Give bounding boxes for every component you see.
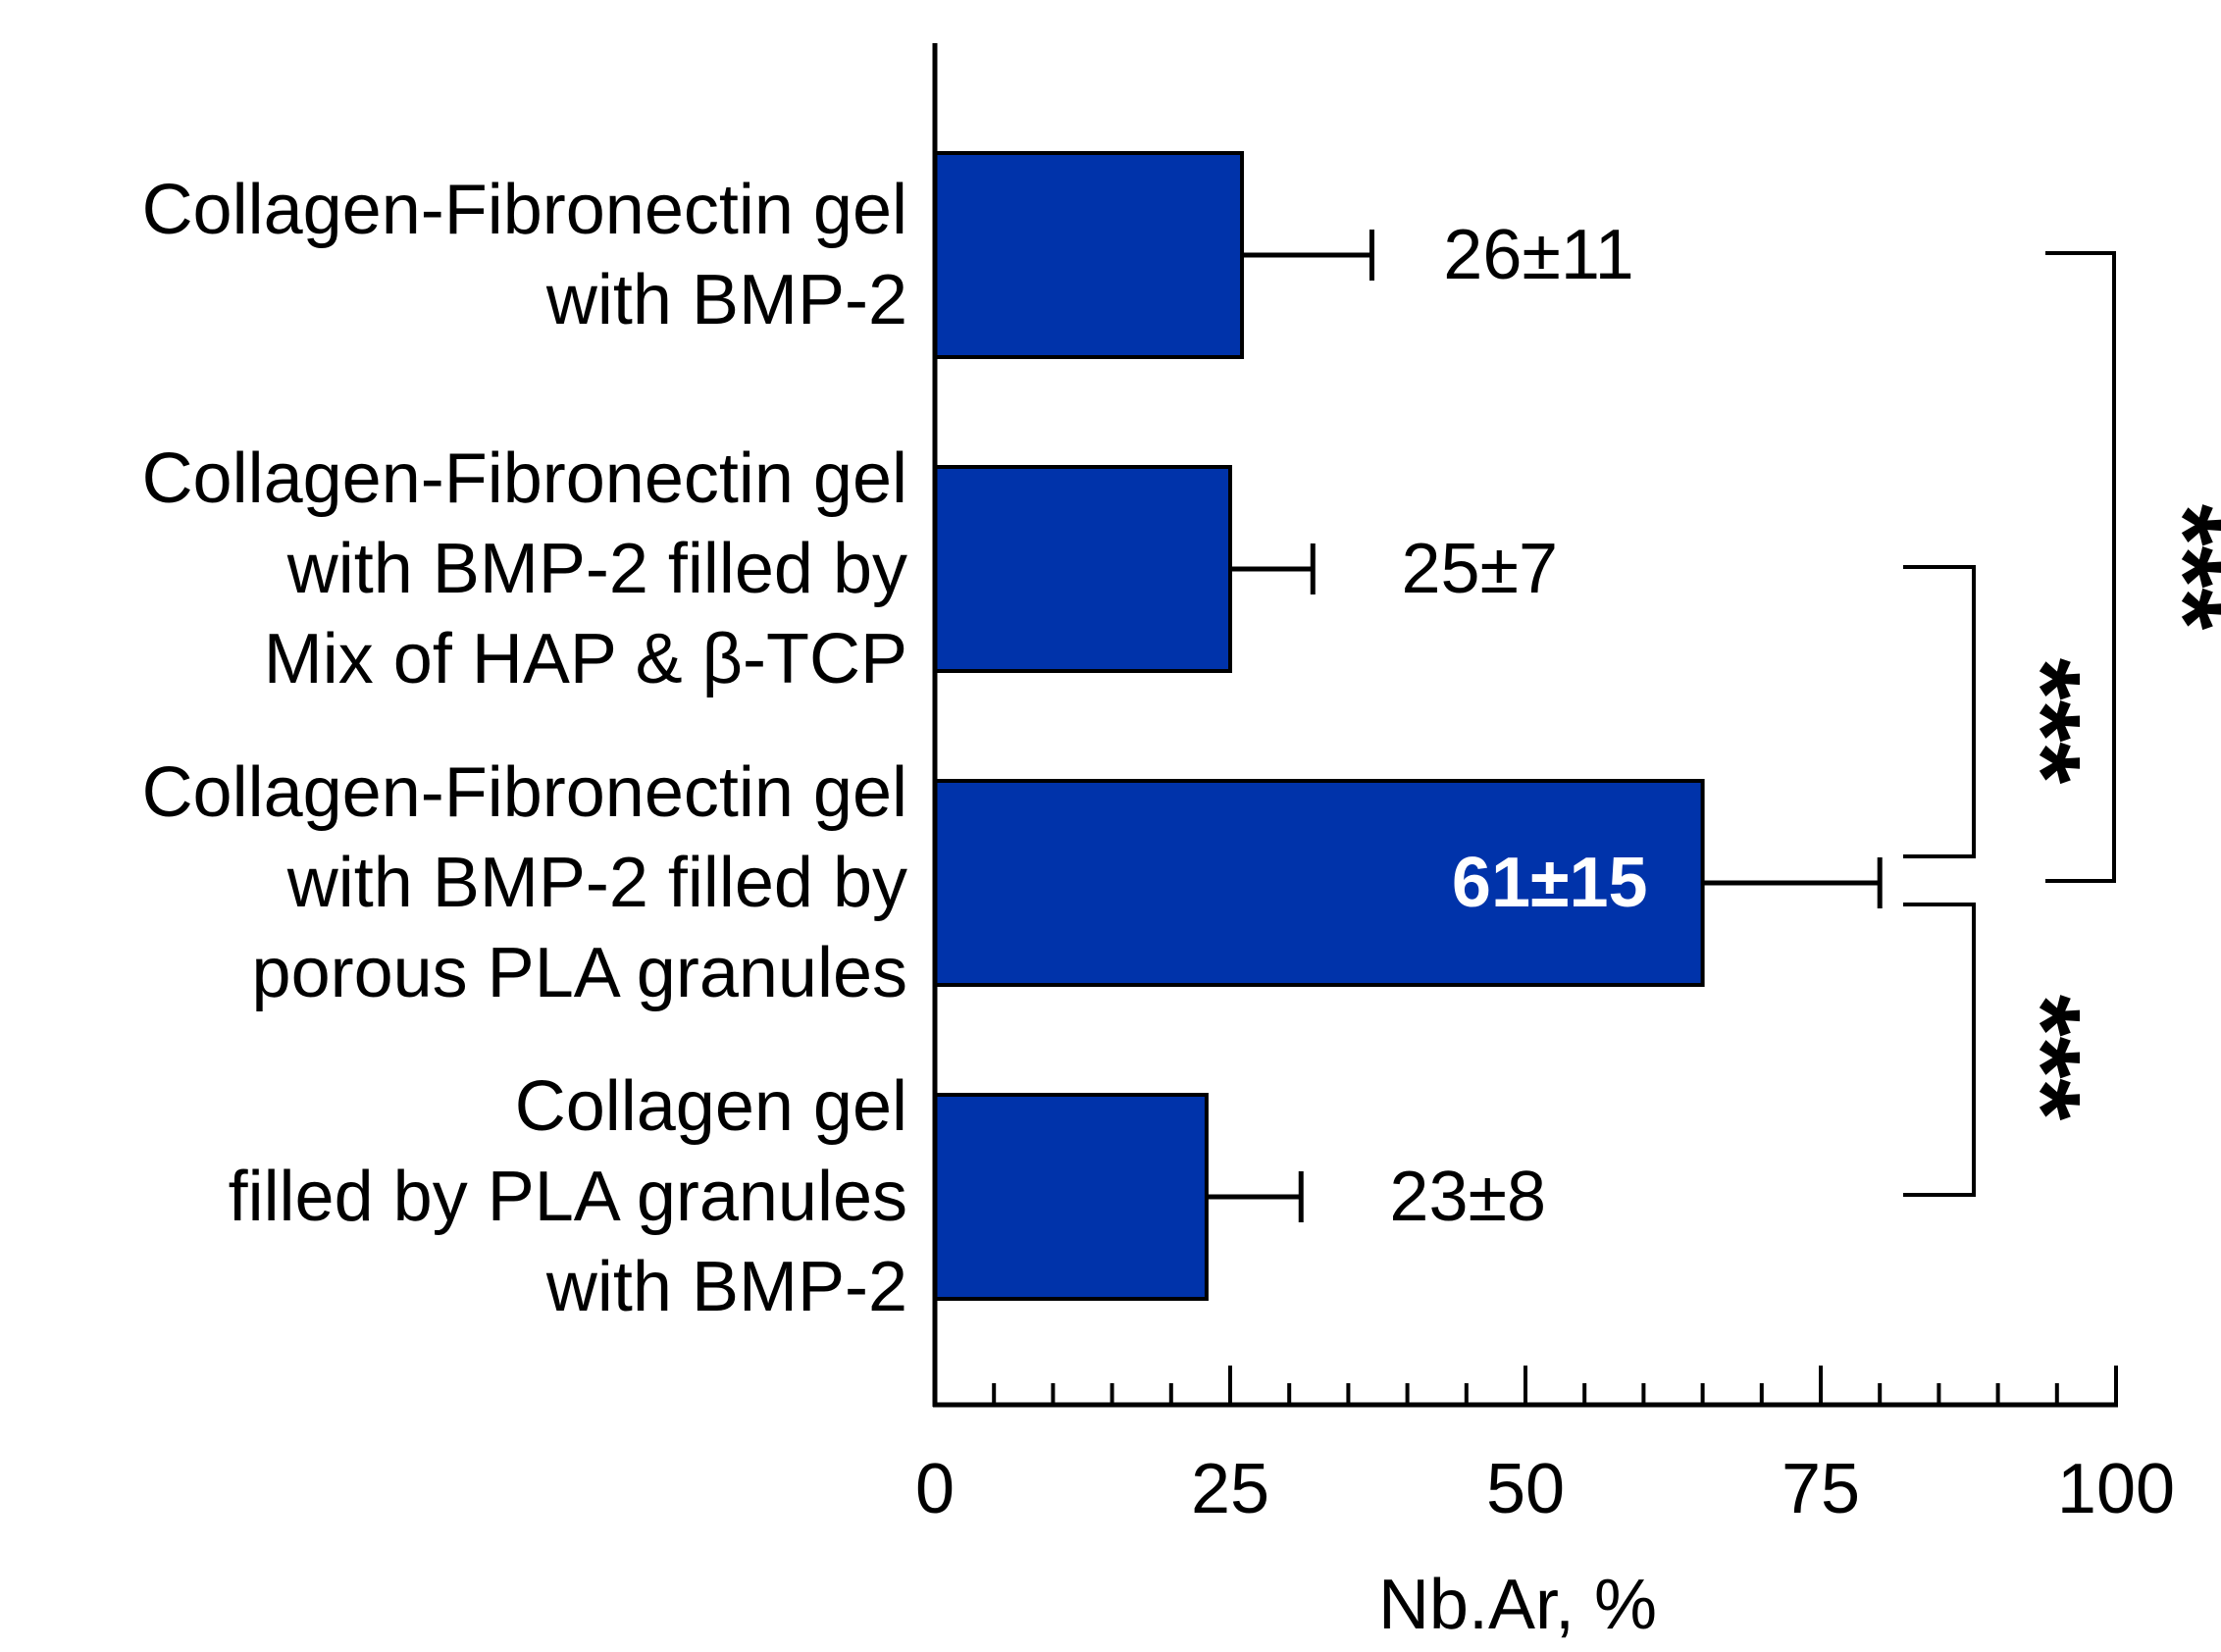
x-tick-label: 0 [915,1450,955,1528]
category-label-line: with BMP-2 [545,261,907,339]
x-tick-label: 25 [1191,1450,1269,1528]
category-label-line: with BMP-2 filled by [286,844,907,922]
x-axis-label: Nb.Ar, % [1378,1566,1657,1644]
category-label-2: Collagen-Fibronectin gel with BMP-2 fille… [142,753,907,1012]
category-label-0: Collagen-Fibronectin gel with BMP-2 [142,171,907,339]
sig-bracket-2-3 [1903,903,1976,1197]
category-label-line: Collagen-Fibronectin gel [142,171,907,249]
bar-0 [933,151,1245,359]
x-axis: 0 25 50 75 100 [915,43,2175,1528]
significance-brackets: ********* [1903,251,2221,1197]
bar-2 [933,779,1705,987]
category-label-line: porous PLA granules [252,934,907,1012]
category-label-1: Collagen-Fibronectin gel with BMP-2 fille… [142,439,907,698]
x-tick-label: 50 [1486,1450,1565,1528]
category-label-line: Collagen gel [515,1067,907,1146]
value-label-2: 61±15 [1452,844,1648,922]
category-label-line: filled by PLA granules [229,1158,907,1236]
category-label-line: with BMP-2 filled by [286,530,907,608]
bars-group: 26±11 25±7 61±15 23±8 [933,151,1883,1301]
category-label-3: Collagen gel filled by PLA granules with B… [229,1067,907,1326]
x-tick-label: 100 [2057,1450,2175,1528]
sig-bracket-0-2 [2045,251,2116,883]
sig-stars-1-2: *** [1982,658,2102,785]
value-label-0: 26±11 [1443,216,1633,294]
bar-3 [933,1093,1209,1301]
category-label-line: with BMP-2 [545,1248,907,1326]
category-label-line: Collagen-Fibronectin gel [142,439,907,518]
sig-bracket-1-2 [1903,565,1976,858]
sig-stars-2-3: *** [1982,995,2102,1121]
bar-1 [933,465,1232,673]
category-label-line: Collagen-Fibronectin gel [142,753,907,832]
category-labels: Collagen-Fibronectin gel with BMP-2Collag… [142,171,907,1326]
value-label-3: 23±8 [1389,1158,1546,1236]
x-tick-label: 75 [1782,1450,1860,1528]
value-label-1: 25±7 [1401,530,1558,608]
sig-stars-0-2: *** [2124,504,2221,631]
category-label-line: Mix of HAP & β-TCP [264,620,907,698]
